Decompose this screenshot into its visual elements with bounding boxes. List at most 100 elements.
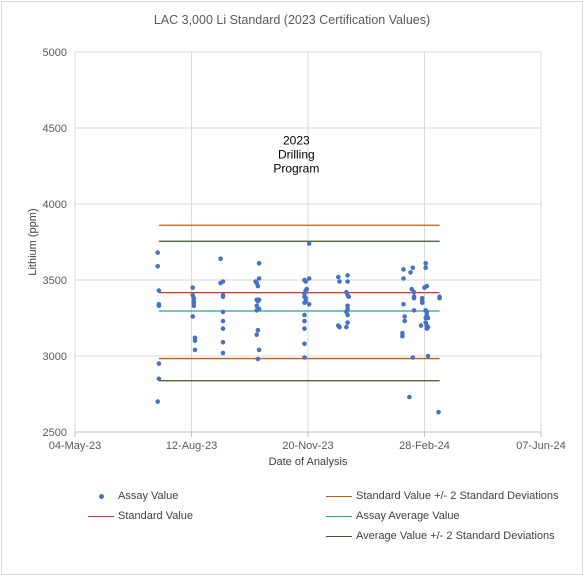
data-points: [155, 241, 442, 415]
assay-point: [423, 261, 429, 266]
assay-point: [306, 276, 312, 281]
assay-point: [302, 300, 307, 306]
legend-item: Standard Value +/- 2 Standard Deviations: [326, 490, 559, 502]
y-tick-label: 3000: [43, 351, 67, 363]
assay-point: [345, 273, 350, 278]
annotation-line: 2023: [283, 134, 310, 148]
legend-item: Standard Value: [88, 510, 193, 522]
assay-point: [345, 320, 350, 325]
assay-point: [302, 341, 307, 347]
legend-label: Assay Average Value: [356, 510, 460, 522]
reference-lines: [158, 224, 440, 382]
assay-point: [155, 250, 160, 255]
assay-point: [220, 340, 226, 345]
legend-swatch: [326, 535, 352, 537]
assay-point: [190, 285, 195, 290]
legend-item: Average Value +/- 2 Standard Deviations: [326, 530, 555, 542]
assay-point: [407, 394, 412, 400]
assay-point: [255, 356, 261, 362]
assay-point: [411, 308, 417, 313]
legend-label: Standard Value +/- 2 Standard Deviations: [356, 490, 559, 502]
x-tick-label: 07-Jun-24: [516, 440, 566, 452]
assay-point: [192, 347, 198, 353]
assay-point: [410, 355, 416, 360]
assay-point: [400, 333, 405, 339]
legend-item: Assay Value: [88, 490, 178, 502]
assay-point: [156, 376, 162, 382]
assay-point: [306, 302, 312, 307]
assay-point: [256, 261, 262, 266]
legend-swatch: [326, 515, 352, 517]
assay-point: [302, 326, 307, 331]
assay-point: [220, 309, 226, 315]
chart-title: LAC 3,000 Li Standard (2023 Certificatio…: [154, 13, 430, 27]
assay-point: [423, 265, 429, 271]
legend-swatch: [326, 495, 352, 497]
assay-point: [255, 327, 261, 333]
assay-point: [424, 283, 430, 289]
assay-point: [424, 326, 430, 331]
assay-point: [402, 314, 408, 319]
legend-swatch: [88, 493, 114, 499]
assay-point: [419, 300, 425, 306]
assay-point: [192, 338, 198, 344]
legend-label: Standard Value: [118, 510, 194, 522]
y-tick-label: 5000: [43, 47, 67, 59]
y-tick-label: 4000: [43, 199, 67, 211]
assay-point: [418, 323, 424, 328]
x-tick-label: 12-Aug-23: [166, 440, 217, 452]
assay-point: [155, 264, 160, 269]
assay-point: [425, 353, 431, 359]
assay-point: [254, 332, 259, 338]
assay-point: [410, 265, 416, 271]
assay-point: [302, 355, 307, 360]
assay-point: [345, 279, 350, 284]
assay-point: [302, 318, 307, 324]
assay-point: [156, 303, 162, 309]
legend-swatch: [88, 515, 114, 517]
assay-point: [337, 279, 342, 284]
assay-point: [337, 324, 342, 330]
y-tick-label: 3500: [43, 275, 67, 287]
assay-point: [256, 347, 262, 353]
assay-point: [436, 409, 441, 415]
legend-label: Average Value +/- 2 Standard Deviations: [356, 530, 555, 542]
assay-point: [346, 294, 352, 300]
assay-point: [256, 297, 262, 303]
assay-point: [220, 294, 226, 300]
assay-point: [220, 318, 226, 324]
x-tick-label: 20-Nov-23: [282, 440, 333, 452]
assay-point: [254, 303, 259, 309]
assay-point: [425, 315, 431, 321]
assay-point: [336, 274, 341, 280]
assay-point: [411, 289, 417, 295]
assay-point: [401, 302, 406, 307]
y-axis-label: Lithium (ppm): [27, 208, 39, 275]
assay-point: [256, 306, 262, 312]
assay-point: [345, 312, 350, 318]
assay-point: [344, 324, 349, 330]
assay-point: [408, 270, 413, 275]
assay-point: [156, 288, 162, 293]
assay-point: [401, 276, 406, 281]
assay-point: [306, 241, 312, 246]
assay-point: [218, 256, 223, 262]
y-tick-label: 2500: [43, 427, 67, 439]
assay-point: [190, 314, 195, 319]
x-tick-label: 04-May-23: [49, 440, 102, 452]
assay-point: [401, 267, 406, 272]
assay-point: [256, 276, 262, 281]
x-axis-label: Date of Analysis: [269, 456, 348, 468]
assay-point: [191, 303, 197, 309]
assay-point: [220, 350, 226, 356]
annotation-line: Program: [273, 162, 319, 176]
assay-point: [156, 361, 162, 366]
assay-point: [255, 283, 261, 289]
assay-point: [220, 326, 226, 331]
assay-point: [302, 312, 307, 318]
assay-point: [303, 279, 309, 284]
